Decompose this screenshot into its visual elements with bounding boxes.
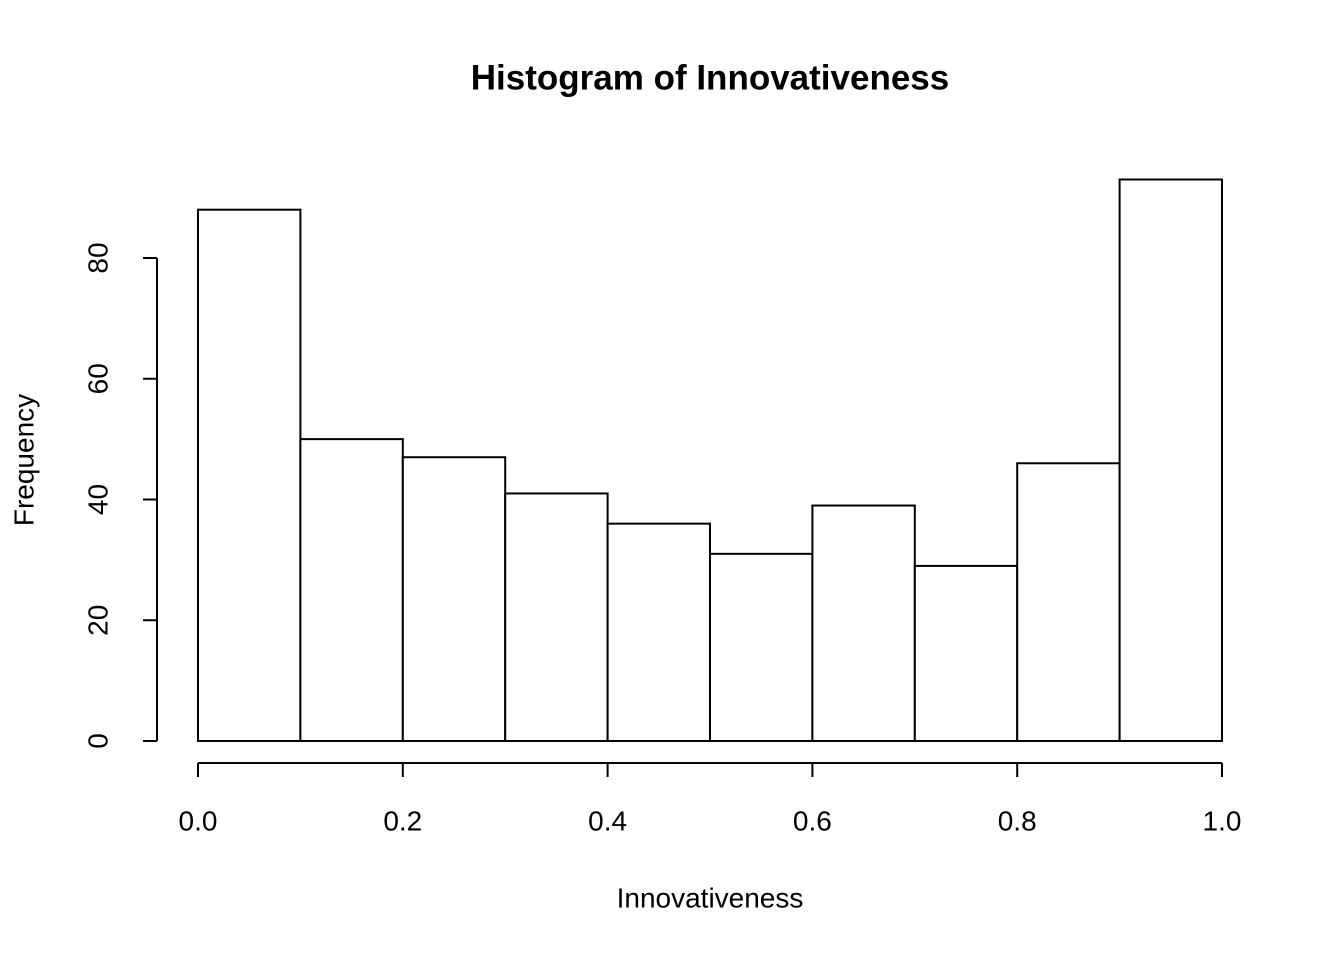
bar — [913, 564, 1019, 743]
bar — [504, 492, 609, 743]
bar — [606, 522, 711, 742]
bar — [299, 438, 404, 742]
y-tick-label: 60 — [82, 363, 113, 394]
bar — [1016, 462, 1121, 742]
y-axis-label: Frequency — [8, 394, 39, 526]
bar — [401, 456, 507, 742]
x-tick-label: 0.8 — [998, 805, 1037, 836]
bar — [197, 208, 302, 742]
bar — [1118, 178, 1223, 742]
y-tick-label: 0 — [82, 733, 113, 749]
bar — [709, 552, 814, 742]
x-tick-label: 0.0 — [179, 805, 218, 836]
bar — [811, 504, 916, 742]
y-tick-label: 20 — [82, 605, 113, 636]
chart-title: Histogram of Innovativeness — [471, 58, 949, 97]
x-tick-label: 1.0 — [1203, 805, 1242, 836]
x-tick-label: 0.2 — [383, 805, 422, 836]
x-tick-label: 0.4 — [588, 805, 627, 836]
x-tick-label: 0.6 — [793, 805, 832, 836]
x-axis-label: Innovativeness — [617, 882, 804, 913]
y-tick-label: 80 — [82, 242, 113, 273]
y-tick-label: 40 — [82, 484, 113, 515]
